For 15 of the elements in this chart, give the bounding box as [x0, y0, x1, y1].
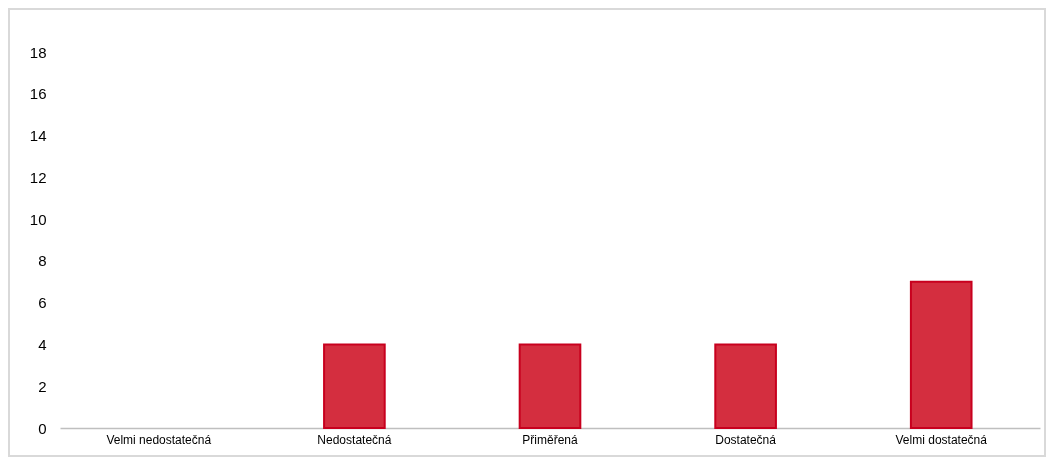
y-tick-label: 18 [29, 43, 47, 61]
x-tick-label: Nedostatečná [317, 432, 392, 447]
y-tick-label: 10 [29, 210, 47, 228]
y-tick-label: 8 [38, 252, 47, 270]
y-tick-label: 16 [29, 85, 47, 103]
y-tick-label: 2 [38, 377, 47, 395]
x-tick-label: Přiměřená [522, 432, 578, 447]
x-tick-label: Velmi dostatečná [895, 432, 988, 447]
y-tick-label: 12 [29, 168, 47, 186]
x-tick-label: Dostatečná [715, 432, 777, 447]
y-tick-label: 0 [38, 419, 47, 437]
y-tick-label: 6 [38, 294, 47, 312]
y-tick-label: 14 [29, 127, 47, 145]
y-tick-label: 4 [38, 335, 47, 353]
x-tick-label: Velmi nedostatečná [106, 432, 212, 447]
